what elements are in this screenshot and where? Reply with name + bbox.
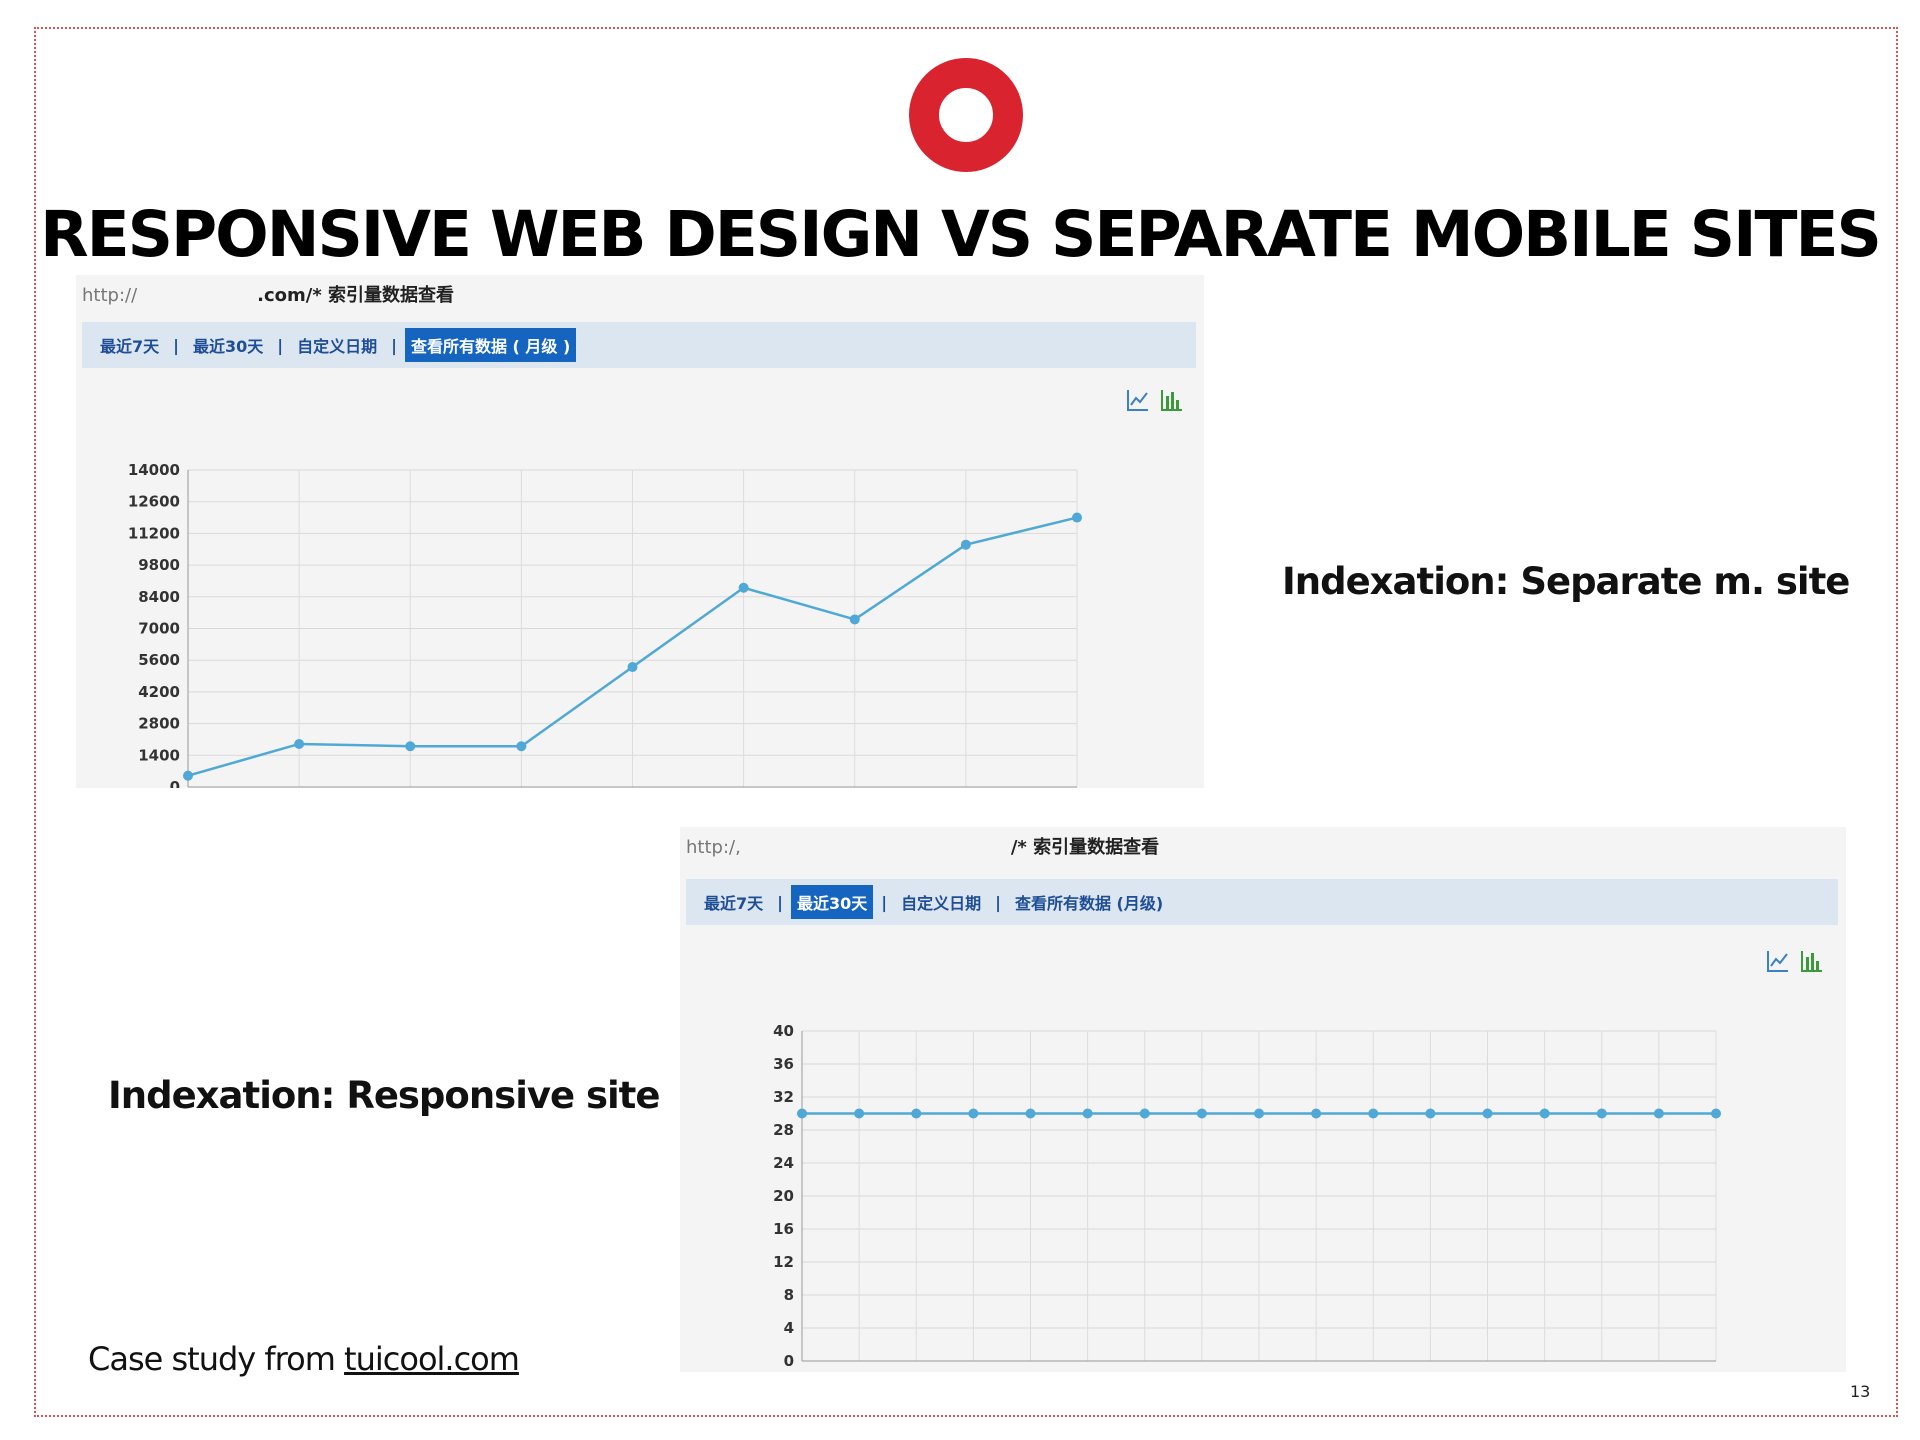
- data-point: [911, 1108, 922, 1119]
- separate-site-label: Indexation: Separate m. site: [1282, 560, 1850, 603]
- data-point: [1311, 1108, 1322, 1119]
- data-point: [854, 1108, 865, 1119]
- url-suffix: /* 索引量数据查看: [1010, 837, 1160, 858]
- chart-type-switcher: [1766, 949, 1824, 973]
- data-point: [1025, 1108, 1036, 1119]
- data-point: [1368, 1108, 1379, 1119]
- y-tick-label: 5600: [138, 651, 180, 669]
- brand-ring-logo: [909, 58, 1023, 172]
- tab-last-7-days[interactable]: 最近7天: [100, 337, 160, 356]
- data-point: [1482, 1108, 1493, 1119]
- data-point: [1596, 1108, 1607, 1119]
- date-range-tabs: 最近7天 | 最近30天 | 自定义日期 | 查看所有数据 (月级): [686, 879, 1838, 925]
- tab-custom-date[interactable]: 自定义日期: [901, 894, 982, 913]
- url-prefix: http:/,: [686, 837, 741, 858]
- case-study-link[interactable]: tuicool.com: [344, 1340, 520, 1378]
- date-range-tabs: 最近7天 | 最近30天 | 自定义日期 | 查看所有数据 ( 月级 ): [82, 322, 1196, 368]
- data-point: [405, 741, 416, 752]
- y-tick-label: 16: [773, 1220, 794, 1238]
- data-point: [1711, 1108, 1721, 1119]
- y-tick-label: 8: [784, 1286, 794, 1304]
- y-tick-label: 1400: [138, 746, 180, 764]
- chart-type-switcher: [1126, 388, 1184, 412]
- page-number: 13: [1850, 1382, 1871, 1401]
- data-point: [1254, 1108, 1264, 1119]
- y-tick-label: 2800: [138, 715, 180, 733]
- y-tick-label: 4: [784, 1319, 794, 1337]
- slide-frame: [34, 27, 1898, 1417]
- responsive-site-label: Indexation: Responsive site: [108, 1074, 660, 1117]
- y-tick-label: 12600: [128, 493, 180, 511]
- tab-all-data-monthly[interactable]: 查看所有数据 (月级): [1014, 894, 1164, 913]
- data-point: [1653, 1108, 1664, 1119]
- tab-last-30-days[interactable]: 最近30天: [790, 885, 874, 919]
- y-tick-label: 4200: [138, 683, 180, 701]
- url-row: http:/, /* 索引量数据查看: [686, 833, 1159, 859]
- tab-separator: |: [881, 892, 888, 912]
- bar-chart-icon[interactable]: [1160, 388, 1184, 412]
- case-study-credit: Case study from tuicool.com: [88, 1340, 520, 1378]
- data-point: [797, 1108, 807, 1119]
- responsive-site-panel: http:/, /* 索引量数据查看 最近7天 | 最近30天 | 自定义日期 |…: [680, 827, 1846, 1372]
- data-point: [1539, 1108, 1550, 1119]
- separate-site-index-chart: 0 1400 2800 4200 5600 7000 8400 9800 11200 12600 1…: [128, 461, 1082, 788]
- y-tick-label: 14000: [128, 461, 180, 479]
- data-point: [1139, 1108, 1150, 1119]
- y-tick-label: 7000: [138, 620, 180, 638]
- y-tick-label: 28: [773, 1121, 794, 1139]
- bar-chart-icon[interactable]: [1800, 949, 1824, 973]
- tab-separator: |: [995, 892, 1001, 912]
- tab-separator: |: [777, 892, 783, 912]
- y-tick-label: 0: [784, 1352, 794, 1370]
- data-point: [968, 1108, 979, 1119]
- line-chart-icon[interactable]: [1126, 388, 1150, 412]
- line-chart-icon[interactable]: [1766, 949, 1790, 973]
- responsive-site-index-chart: 0 4 8 12 16 20 24 28 32 36 40: [773, 1022, 1721, 1370]
- data-point: [960, 539, 971, 550]
- y-tick-label: 0: [170, 778, 180, 788]
- tab-separator: |: [391, 335, 397, 355]
- data-point: [1072, 512, 1082, 523]
- tab-last-30-days[interactable]: 最近30天: [192, 337, 264, 356]
- y-tick-label: 9800: [138, 556, 180, 574]
- tab-separator: |: [277, 335, 284, 355]
- url-prefix: http://: [82, 285, 138, 306]
- tab-separator: |: [173, 335, 179, 355]
- y-tick-label: 40: [773, 1022, 794, 1040]
- url-suffix: .com/* 索引量数据查看: [257, 285, 455, 306]
- y-tick-label: 32: [773, 1088, 794, 1106]
- y-tick-label: 20: [773, 1187, 794, 1205]
- y-tick-label: 36: [773, 1055, 794, 1073]
- data-point: [294, 738, 305, 749]
- data-point: [1196, 1108, 1207, 1119]
- slide-title: RESPONSIVE WEB DESIGN VS SEPARATE MOBILE…: [40, 198, 1882, 271]
- url-row: http:// .com/* 索引量数据查看: [82, 281, 454, 307]
- tab-all-data-monthly[interactable]: 查看所有数据 ( 月级 ): [404, 328, 577, 362]
- data-point: [627, 661, 638, 672]
- case-study-prefix: Case study from: [88, 1340, 345, 1378]
- y-tick-label: 8400: [138, 588, 180, 606]
- data-point: [516, 741, 527, 752]
- data-point: [183, 770, 193, 781]
- tab-custom-date[interactable]: 自定义日期: [297, 337, 378, 356]
- data-point: [1082, 1108, 1093, 1119]
- y-tick-label: 12: [773, 1253, 794, 1271]
- y-tick-label: 11200: [128, 524, 180, 542]
- data-point: [1425, 1108, 1436, 1119]
- data-point: [849, 614, 860, 625]
- data-point: [738, 582, 749, 593]
- y-tick-label: 24: [773, 1154, 794, 1172]
- tab-last-7-days[interactable]: 最近7天: [704, 894, 764, 913]
- separate-site-panel: http:// .com/* 索引量数据查看 最近7天 | 最近30天 | 自定义…: [76, 275, 1204, 788]
